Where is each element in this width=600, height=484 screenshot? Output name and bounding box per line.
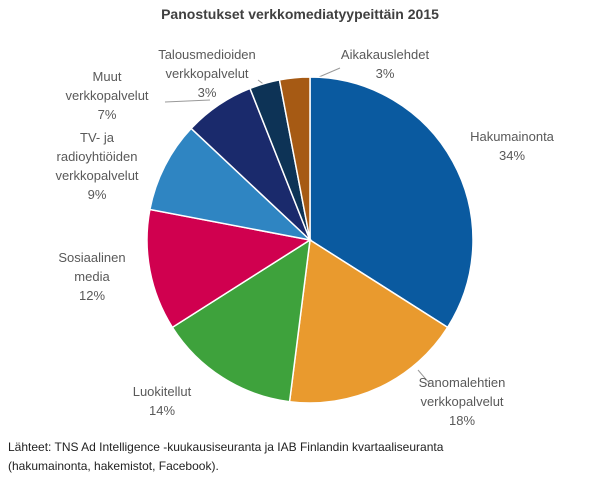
value-label: 14% — [148, 403, 176, 418]
leader-line — [164, 99, 211, 103]
pie-slice — [146, 208, 313, 329]
pie-slice — [309, 76, 474, 329]
value-label: 12% — [78, 288, 106, 303]
slice-label: Muut verkkopalvelut — [65, 69, 149, 103]
slice-label: Sanomalehtien verkkopalvelut — [418, 375, 506, 409]
slice-label: Luokitellut — [132, 384, 192, 399]
pie-slice — [278, 76, 311, 241]
source-note: (hakumainonta, hakemistot, Facebook). — [8, 459, 219, 473]
value-label: 3% — [197, 85, 217, 100]
slice-label: Hakumainonta — [470, 129, 554, 144]
pie-slice — [149, 127, 313, 242]
slice-label: TV- ja radioyhtiöiden verkkopalvelut — [55, 130, 139, 183]
slice-label: Aikakauslehdet — [340, 47, 430, 62]
pie-slice — [171, 238, 311, 403]
value-label: 18% — [448, 413, 476, 428]
chart-title: Panostukset verkkomediatyypeittäin 2015 — [161, 6, 439, 22]
slice-label: Sosiaalinen media — [58, 250, 126, 284]
value-label: 3% — [375, 66, 395, 81]
source-note: Lähteet: TNS Ad Intelligence -kuukausise… — [8, 440, 444, 454]
pie-slice — [288, 238, 449, 404]
leader-line — [417, 369, 431, 385]
value-label: 9% — [87, 187, 107, 202]
value-label: 7% — [97, 107, 117, 122]
slice-label: Talousmedioiden verkkopalvelut — [158, 47, 256, 81]
value-label: 34% — [498, 148, 526, 163]
